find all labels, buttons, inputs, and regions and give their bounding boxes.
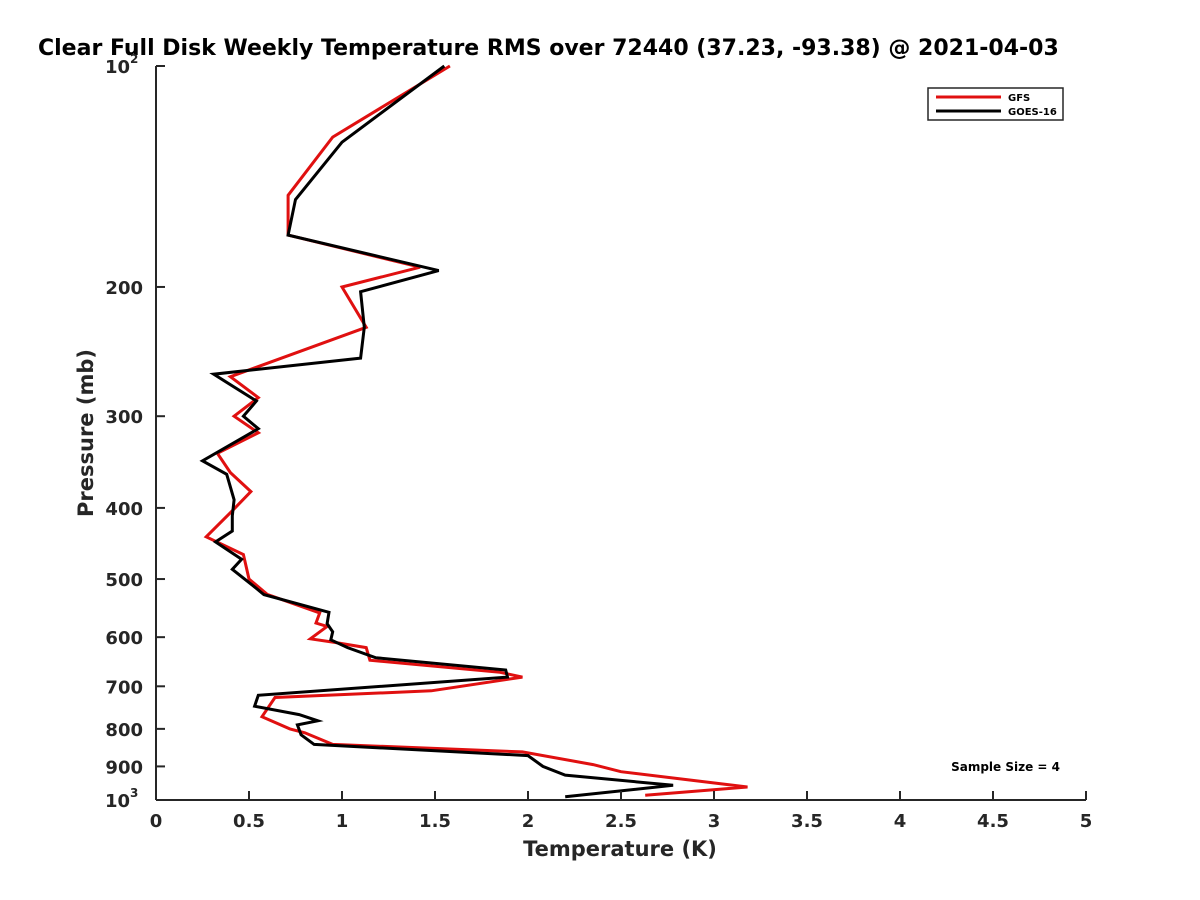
y-tick-label-power: 10 3: [105, 786, 138, 812]
legend-label: GFS: [1008, 93, 1030, 104]
legend-label: GOES-16: [1008, 107, 1057, 118]
y-tick-label-base: 10: [105, 791, 130, 812]
y-tick-label: 700: [105, 677, 143, 698]
x-tick-label: 1.5: [419, 811, 451, 832]
y-tick-label-base: 10: [105, 57, 130, 78]
y-tick-label: 200: [105, 278, 143, 299]
x-axis: 0 0.5 1 1.5 2 2.5 3 3.5 4 4.5 5: [150, 791, 1093, 832]
legend: GFS GOES-16: [927, 87, 1064, 121]
x-tick-label: 0.5: [233, 811, 265, 832]
x-tick-label: 2: [522, 811, 535, 832]
chart-title: Clear Full Disk Weekly Temperature RMS o…: [38, 36, 1059, 61]
sample-size-annotation: Sample Size = 4: [951, 760, 1060, 774]
x-tick-label: 0: [150, 811, 163, 832]
y-tick-label: 600: [105, 628, 143, 649]
x-tick-label: 3.5: [791, 811, 823, 832]
y-tick-label: 800: [105, 720, 143, 741]
y-tick-label: 400: [105, 499, 143, 520]
x-tick-label: 2.5: [605, 811, 637, 832]
y-axis-label: Pressure (mb): [74, 349, 98, 517]
series-line-goes-16: [199, 64, 674, 799]
legend-box: [927, 87, 1064, 121]
y-tick-label-exponent: 3: [130, 786, 138, 800]
plot-area: [199, 64, 748, 799]
y-tick-label-exponent: 2: [130, 52, 138, 66]
x-tick-label: 4.5: [977, 811, 1009, 832]
y-tick-label: 500: [105, 570, 143, 591]
x-axis-label: Temperature (K): [523, 837, 717, 861]
series-line-gfs: [203, 64, 748, 797]
x-tick-label: 3: [708, 811, 721, 832]
y-tick-label: 900: [105, 757, 143, 778]
y-tick-label: 300: [105, 407, 143, 428]
y-tick-label-power: 10 2: [105, 52, 138, 78]
x-tick-label: 1: [336, 811, 349, 832]
x-tick-label: 5: [1080, 811, 1093, 832]
x-tick-label: 4: [894, 811, 907, 832]
